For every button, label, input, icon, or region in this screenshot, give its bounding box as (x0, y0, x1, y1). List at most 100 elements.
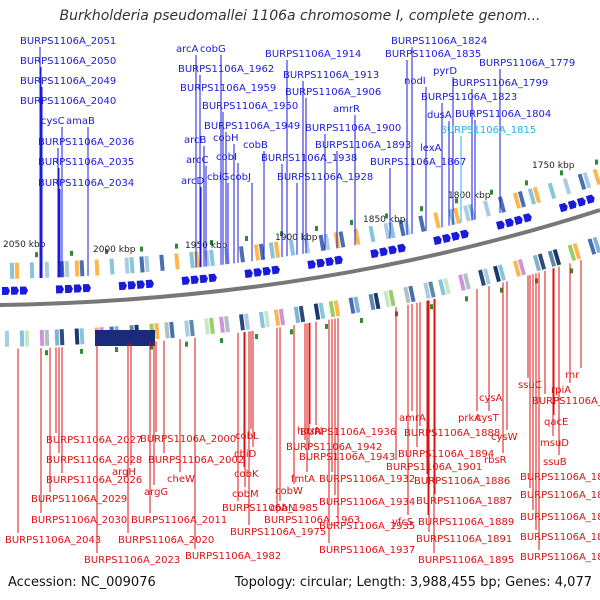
gene-label-bottom[interactable]: BURPS1106A_1982 (185, 551, 281, 562)
gene-label-top[interactable]: cobB (243, 140, 268, 151)
gene-label-top[interactable]: arcC (186, 155, 209, 166)
gene-label-bottom[interactable]: BURPS1106A_1886 (414, 476, 510, 487)
gene-label-bottom[interactable]: ssuB (543, 457, 567, 468)
gene-label-top[interactable]: BURPS1106A_1950 (202, 101, 298, 112)
gene-label-bottom[interactable]: rbsR (484, 455, 507, 466)
gene-label-bottom[interactable]: argG (144, 487, 168, 498)
gene-label-top[interactable]: cobJ (230, 172, 251, 183)
gene-label-bottom[interactable]: cobW (275, 486, 303, 497)
gene-label-bottom[interactable]: cobN (270, 503, 295, 514)
gene-label-bottom[interactable]: BURPS1106A_2027 (46, 435, 142, 446)
gene-label-top[interactable]: pyrD (433, 66, 457, 77)
gene-label-top[interactable]: BURPS1106A_2034 (38, 178, 134, 189)
gene-label-top[interactable]: arcA (176, 44, 199, 55)
gene-label-top[interactable]: BURPS1106A_1906 (285, 87, 381, 98)
gene-label-top[interactable]: cysC (41, 116, 65, 127)
gene-label-bottom[interactable]: rnr (565, 370, 580, 381)
gene-label-top[interactable]: BURPS1106A_2050 (20, 56, 116, 67)
gene-label-bottom[interactable]: rpiA (551, 385, 571, 396)
gene-label-bottom[interactable]: BURPS1106A_1937 (319, 545, 415, 556)
gene-label-top[interactable]: BURPS1106A_2040 (20, 96, 116, 107)
gene-label-bottom[interactable]: BURPS1106A_1849 (520, 512, 600, 523)
gene-label-bottom[interactable]: yfcS (392, 517, 413, 528)
gene-label-bottom[interactable]: BURPS1106A_1975 (230, 527, 326, 538)
gene-label-bottom[interactable]: BURPS1106A_1887 (416, 496, 512, 507)
gene-label-top[interactable]: BURPS1106A_2049 (20, 76, 116, 87)
gene-label-bottom[interactable]: BURPS1106A_1963 (264, 515, 360, 526)
gene-label-bottom[interactable]: cobK (234, 469, 259, 480)
gene-label-bottom[interactable]: BURPS1106A_1942 (286, 442, 382, 453)
gene-label-bottom[interactable]: BURPS1106A_2000 (140, 434, 236, 445)
gene-label-bottom[interactable]: BURPS1106A_1935 (319, 521, 415, 532)
gene-label-bottom[interactable]: BURPS1106A_2023 (84, 555, 180, 566)
gene-label-bottom[interactable]: hoxN (297, 426, 323, 437)
gene-label-top[interactable]: BURPS1106A_1914 (265, 49, 361, 60)
gene-label-top[interactable]: arcD (181, 176, 205, 187)
gene-label-bottom[interactable]: msuD (540, 438, 569, 449)
gene-label-top[interactable]: BURPS1106A_2051 (20, 36, 116, 47)
gene-label-bottom[interactable]: cysW (491, 432, 518, 443)
gene-label-top[interactable]: BURPS1106A_1804 (455, 109, 551, 120)
gene-label-bottom[interactable]: cysT (476, 413, 500, 424)
gene-label-bottom[interactable]: BURPS1106A_1895 (418, 555, 514, 566)
gene-label-bottom[interactable]: BURPS1106A_1936 (300, 427, 396, 438)
gene-label-bottom[interactable]: BURPS1106A_1852 (520, 532, 600, 543)
gene-label-bottom[interactable]: BURPS1106A_2030 (31, 515, 127, 526)
gene-label-bottom[interactable]: fmtA (291, 474, 315, 485)
gene-label-top[interactable]: BURPS1106A_2036 (38, 137, 134, 148)
gene-label-top[interactable]: BURPS1106A_1823 (421, 92, 517, 103)
gene-label-top[interactable]: BURPS1106A_1962 (178, 64, 274, 75)
gene-label-bottom[interactable]: BURPS1106A_1894 (398, 449, 494, 460)
gene-label-top[interactable]: BURPS1106A_1779 (479, 58, 575, 69)
gene-label-top[interactable]: BURPS1106A_1835 (385, 49, 481, 60)
gene-label-top[interactable]: BURPS1106A_1959 (180, 83, 276, 94)
gene-label-top[interactable]: dusA (427, 110, 452, 121)
gene-label-bottom[interactable]: BURPS1106A_2026 (46, 475, 142, 486)
gene-label-top[interactable]: nodI (404, 76, 426, 87)
gene-label-bottom[interactable]: prkA (458, 413, 481, 424)
gene-label-top[interactable]: BURPS1106A_1949 (204, 121, 300, 132)
gene-label-bottom[interactable]: BURPS1106A_2029 (31, 494, 127, 505)
gene-label-bottom[interactable]: BURPS1106A_2002 (148, 455, 244, 466)
gene-label-bottom[interactable]: cysA (479, 393, 503, 404)
gene-label-top[interactable]: BURPS1106A_1913 (283, 70, 379, 81)
gene-label-top[interactable]: amrR (333, 104, 360, 115)
gene-label-bottom[interactable]: BURPS1106A_1888 (404, 428, 500, 439)
gene-label-top[interactable]: arcB (184, 135, 207, 146)
gene-label-top[interactable]: BURPS1106A_1867 (370, 157, 466, 168)
gene-label-bottom[interactable]: BURPS1106A_1943 (299, 452, 395, 463)
gene-label-bottom[interactable]: BURPS1106A_1889 (418, 517, 514, 528)
gene-label-bottom[interactable]: argH (112, 467, 136, 478)
gene-label-bottom[interactable]: cobM (232, 489, 259, 500)
gene-label-bottom[interactable]: cobL (235, 431, 259, 442)
gene-label-top[interactable]: cobI (216, 152, 237, 163)
gene-label-bottom[interactable]: BURPS1106A_1844 (520, 472, 600, 483)
gene-label-bottom[interactable]: BURPS1106A_2011 (131, 515, 227, 526)
gene-label-top[interactable]: BURPS1106A_1815 (440, 125, 536, 136)
gene-label-top[interactable]: BURPS1106A_1900 (305, 123, 401, 134)
gene-label-bottom[interactable]: cheW (167, 474, 195, 485)
gene-label-bottom[interactable]: qacE (544, 417, 568, 428)
gene-label-top[interactable]: cbiG (207, 172, 229, 183)
gene-label-top[interactable]: BURPS1106A_1893 (315, 140, 411, 151)
gene-label-top[interactable]: BURPS1106A_1799 (452, 78, 548, 89)
gene-label-bottom[interactable]: BURPS1106A_1846 (520, 490, 600, 501)
gene-label-top[interactable]: lexA (420, 143, 442, 154)
gene-label-bottom[interactable]: BURPS1106A_2028 (46, 455, 142, 466)
gene-label-bottom[interactable]: BURPS1106A_1932 (319, 474, 415, 485)
gene-label-bottom[interactable]: BURPS1106A_1856 (520, 552, 600, 563)
gene-label-bottom[interactable]: BURPS1106A_1985 (222, 503, 318, 514)
gene-label-bottom[interactable]: BURPS1106A_1934 (319, 497, 415, 508)
gene-label-top[interactable]: BURPS1106A_2035 (38, 157, 134, 168)
gene-label-top[interactable]: BURPS1106A_1938 (261, 153, 357, 164)
gene-label-top[interactable]: amaB (66, 116, 95, 127)
gene-label-bottom[interactable]: amrA (399, 413, 426, 424)
gene-label-top[interactable]: BURPS1106A_1928 (277, 172, 373, 183)
gene-label-bottom[interactable]: BURPS1106A_1830 (532, 396, 600, 407)
gene-label-bottom[interactable]: BURPS1106A_1891 (416, 534, 512, 545)
gene-label-bottom[interactable]: BURPS1106A_2043 (5, 535, 101, 546)
gene-label-top[interactable]: cobG (200, 44, 226, 55)
gene-label-top[interactable]: cobH (213, 133, 238, 144)
gene-label-top[interactable]: BURPS1106A_1824 (391, 36, 487, 47)
gene-label-bottom[interactable]: BURPS1106A_2020 (118, 535, 214, 546)
